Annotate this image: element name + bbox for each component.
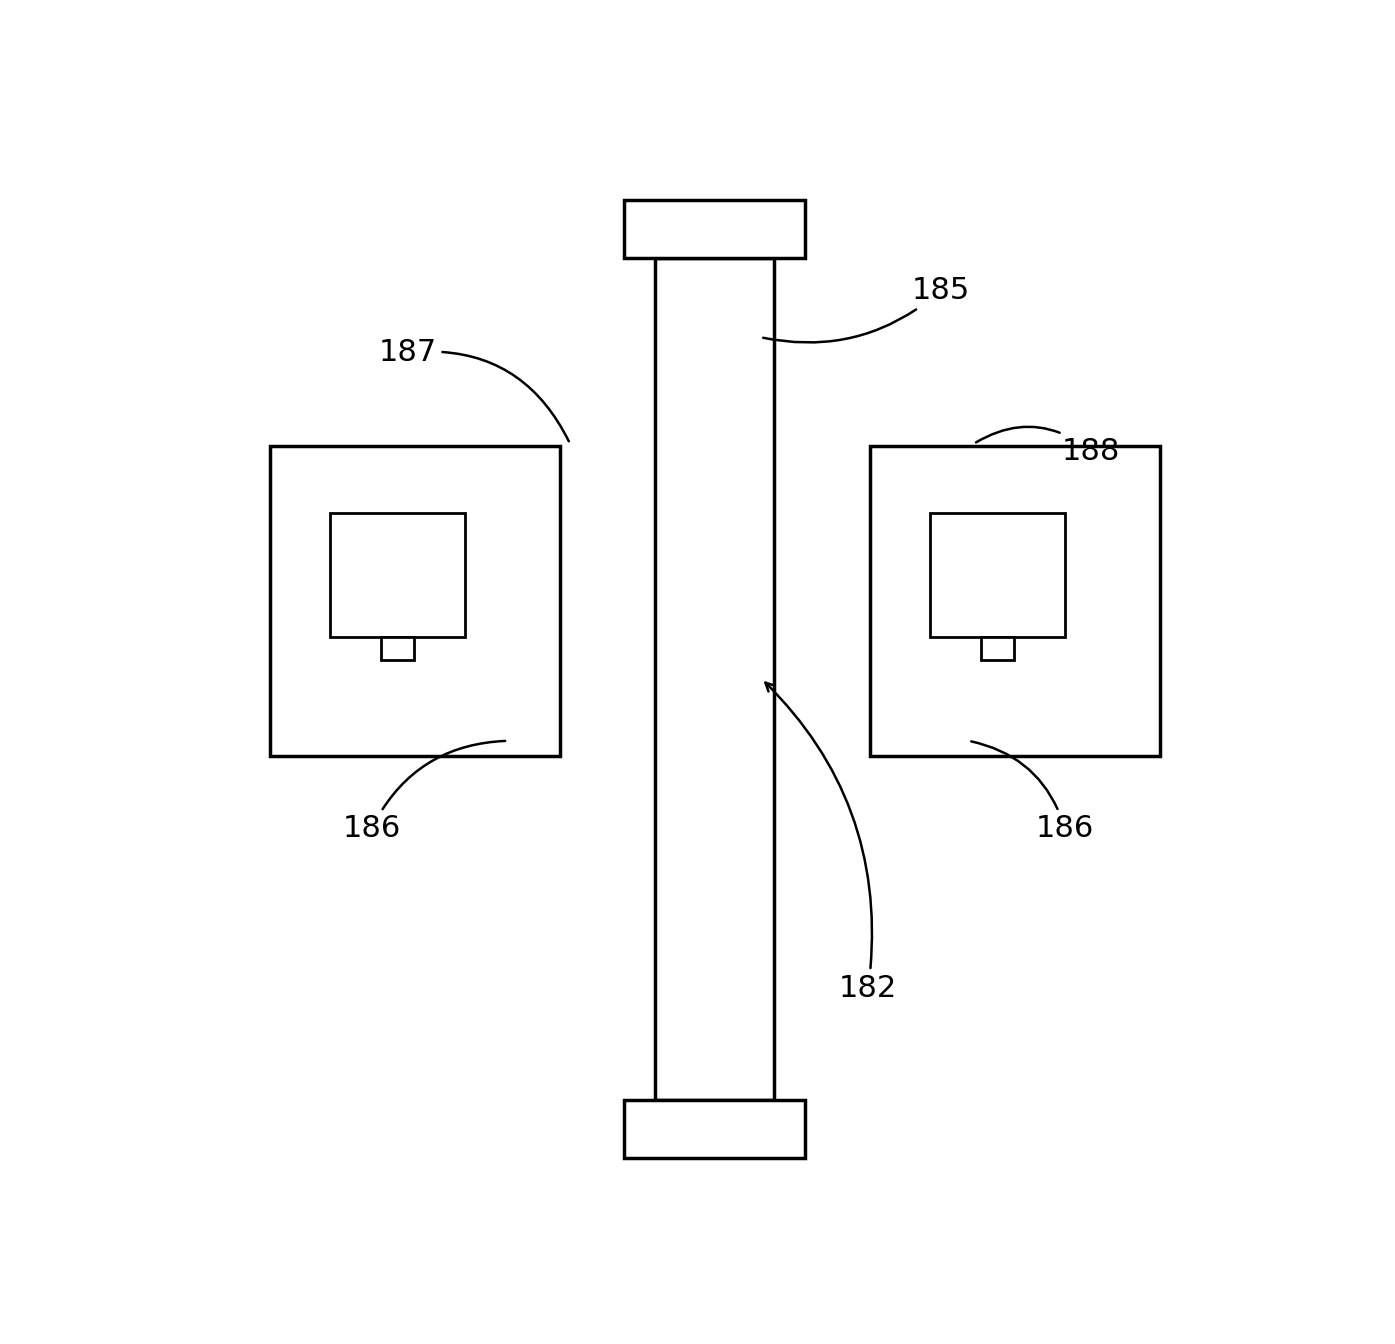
Text: 186: 186 <box>971 742 1094 843</box>
Bar <box>625 1099 805 1159</box>
Text: 186: 186 <box>342 741 505 843</box>
Text: 187: 187 <box>378 339 569 441</box>
Bar <box>625 199 805 258</box>
Bar <box>930 513 1064 637</box>
Bar <box>870 446 1159 757</box>
Text: 188: 188 <box>976 427 1120 465</box>
Bar <box>656 258 774 1099</box>
Text: 182: 182 <box>766 683 897 1003</box>
Text: 185: 185 <box>763 276 970 343</box>
Bar <box>381 637 414 660</box>
Bar <box>271 446 559 757</box>
Bar <box>981 637 1014 660</box>
Bar <box>331 513 465 637</box>
